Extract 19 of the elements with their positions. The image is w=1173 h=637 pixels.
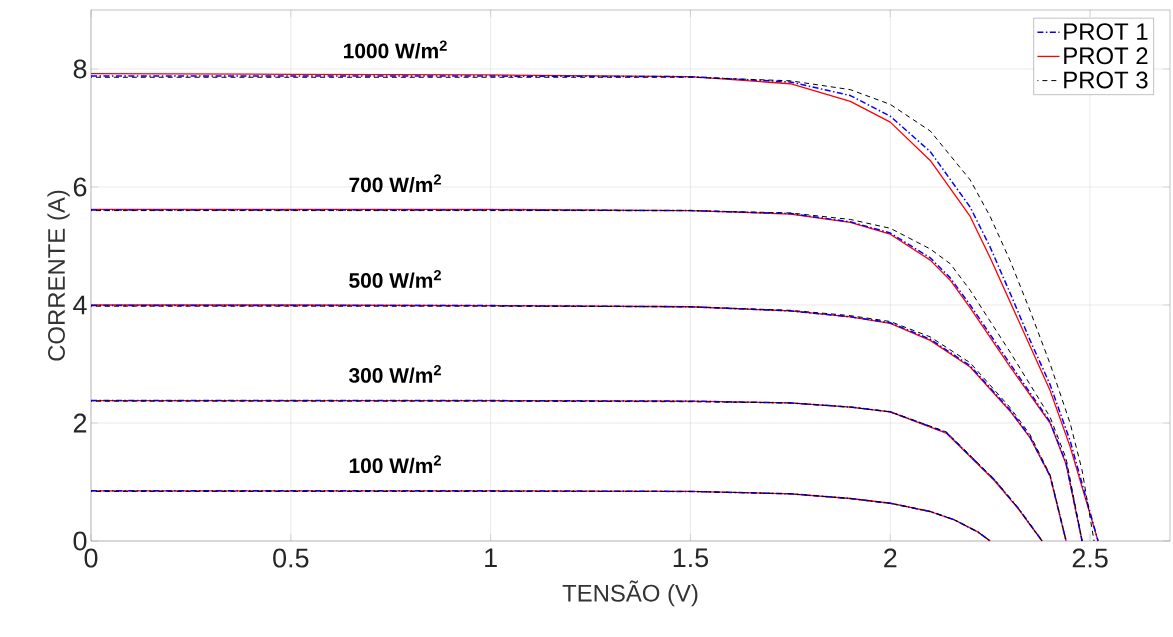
- legend-label: PROT 2: [1064, 47, 1148, 65]
- x-tick-label: 2.5: [1072, 548, 1108, 568]
- y-tick-label: 6: [73, 177, 87, 197]
- x-tick-label: 0.5: [273, 548, 309, 568]
- x-tick-label: 1.5: [673, 548, 709, 568]
- annotation: 500 W/m$^{2}$: [349, 269, 441, 289]
- x-axis-title: TENSÃO (V): [562, 580, 698, 607]
- annotation: 1000 W/m$^{2}$: [344, 40, 447, 59]
- annotation: 100 W/m$^{2}$: [349, 455, 441, 474]
- y-tick-label: 2: [73, 413, 87, 433]
- legend-label: PROT 1: [1064, 23, 1148, 41]
- legend-label: PROT 3: [1064, 71, 1148, 89]
- annotation: 300 W/m$^{2}$: [349, 364, 441, 384]
- x-tick-label: 2: [884, 548, 897, 568]
- y-tick-label: 4: [73, 295, 87, 315]
- y-tick-label: 8: [73, 59, 87, 79]
- annotation: 700 W/m$^{2}$: [349, 174, 441, 193]
- y-axis-title: CORRENTE (A): [47, 190, 70, 361]
- x-tick-label: 1: [485, 548, 497, 568]
